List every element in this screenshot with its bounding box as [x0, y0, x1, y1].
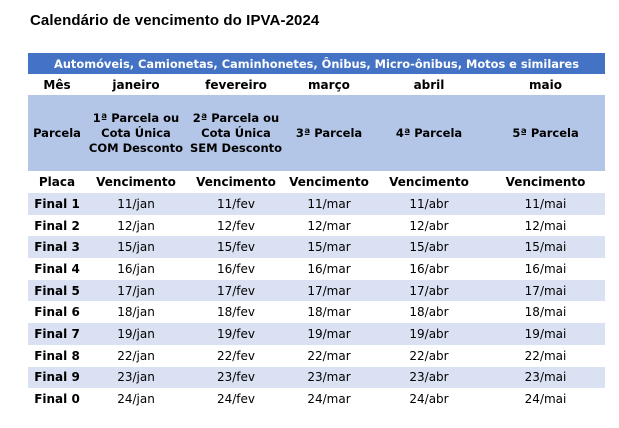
parcela-cell: 4ª Parcela	[372, 95, 486, 171]
due-date-cell: 22/mai	[524, 348, 567, 363]
due-date-cell: 24/mar	[307, 392, 351, 407]
due-date-cell: 18/mai	[524, 305, 567, 320]
table-row: Final 1 11/jan 11/fev 11/mar 11/abr 11/mai	[28, 193, 606, 215]
month-row: Mês janeiro fevereiro março abril maio	[28, 74, 605, 95]
table-row: Final 8 22/jan 22/fev 22/mar 22/abr 22/mai	[28, 345, 605, 367]
due-date-cell: 24/jan	[117, 392, 155, 407]
due-date-cell: 19/mar	[286, 323, 372, 345]
due-date-cell: 15/abr	[372, 236, 486, 259]
due-date-cell: 23/abr	[372, 366, 486, 389]
plate-final-cell: Final 9	[28, 366, 86, 389]
due-date-cell: 19/jan	[86, 323, 186, 345]
plate-final-cell: Final 3	[28, 236, 86, 259]
table-row: Final 0 24/jan 24/fev 24/mar 24/abr 24/mai	[28, 388, 605, 410]
plate-final-cell: Final 2	[34, 218, 80, 233]
table-row: Final 5 17/jan 17/fev 17/mar 17/abr 17/mai	[28, 279, 606, 302]
due-date-cell: 11/jan	[86, 193, 186, 215]
due-date-cell: 12/jan	[117, 218, 155, 233]
due-date-cell: 17/abr	[372, 279, 486, 302]
column-header-row: Placa Vencimento Vencimento Vencimento V…	[28, 171, 605, 193]
vehicle-category-banner-row: Automóveis, Camionetas, Caminhonetes, Ôn…	[28, 53, 606, 74]
due-date-cell: 24/abr	[409, 392, 449, 407]
due-date-cell: 15/mai	[486, 236, 606, 259]
due-date-cell: 17/jan	[86, 279, 186, 302]
plate-final-cell: Final 6	[34, 305, 80, 320]
due-date-cell: 15/mar	[286, 236, 372, 259]
due-date-cell: 15/fev	[186, 236, 286, 259]
due-date-cell: 18/fev	[216, 305, 256, 320]
due-date-cell: 18/abr	[409, 305, 449, 320]
plate-final-cell: Final 1	[28, 193, 86, 215]
plate-final-cell: Final 7	[28, 323, 86, 345]
month-label: Mês	[43, 77, 71, 92]
table-row: Final 6 18/jan 18/fev 18/mar 18/abr 18/mai	[28, 301, 605, 323]
parcela-label: Parcela	[28, 95, 86, 171]
parcela-row: Parcela 1ª Parcela ou Cota Única COM Des…	[28, 95, 606, 171]
parcela-cell: 5ª Parcela	[486, 95, 606, 171]
month-cell: maio	[529, 77, 563, 92]
column-header: Vencimento	[96, 175, 176, 189]
due-date-cell: 11/mai	[486, 193, 606, 215]
due-date-cell: 18/mar	[307, 305, 351, 320]
table-row: Final 4 16/jan 16/fev 16/mar 16/abr 16/mai	[28, 258, 605, 280]
due-date-cell: 16/mai	[524, 261, 567, 276]
due-date-cell: 19/abr	[372, 323, 486, 345]
due-date-cell: 19/fev	[186, 323, 286, 345]
due-date-cell: 24/fev	[216, 392, 256, 407]
due-date-cell: 16/mar	[307, 261, 351, 276]
due-date-cell: 16/fev	[216, 261, 256, 276]
parcela-cell: 1ª Parcela ou Cota Única COM Desconto	[86, 95, 186, 171]
due-date-cell: 12/mar	[307, 218, 351, 233]
month-cell: fevereiro	[205, 77, 267, 92]
due-date-cell: 19/mai	[486, 323, 606, 345]
due-date-cell: 17/fev	[186, 279, 286, 302]
due-date-cell: 11/fev	[186, 193, 286, 215]
plate-final-cell: Final 5	[28, 279, 86, 302]
page-title: Calendário de vencimento do IPVA-2024	[30, 12, 320, 29]
month-cell: março	[308, 77, 350, 92]
parcela-cell: 3ª Parcela	[286, 95, 372, 171]
due-date-cell: 16/jan	[117, 261, 155, 276]
due-date-cell: 23/fev	[186, 366, 286, 389]
column-header: Vencimento	[505, 175, 586, 189]
column-header: Vencimento	[289, 175, 369, 189]
due-date-cell: 16/abr	[409, 261, 449, 276]
due-date-cell: 17/mar	[286, 279, 372, 302]
due-date-cell: 22/fev	[216, 348, 256, 363]
plate-final-cell: Final 4	[34, 261, 80, 276]
month-cell: abril	[413, 77, 445, 92]
column-header: Vencimento	[389, 175, 469, 189]
column-header: Placa	[38, 175, 76, 189]
due-date-cell: 24/mai	[524, 392, 567, 407]
due-date-cell: 23/jan	[86, 366, 186, 389]
due-date-cell: 22/mar	[307, 348, 351, 363]
schedule-rows: Final 1 11/jan 11/fev 11/mar 11/abr 11/mai Fin…	[28, 193, 606, 410]
table-row: Final 9 23/jan 23/fev 23/mar 23/abr 23/mai	[28, 366, 606, 389]
due-date-cell: 22/abr	[409, 348, 449, 363]
ipva-schedule-table: Automóveis, Camionetas, Caminhonetes, Ôn…	[28, 53, 606, 410]
table-row: Final 2 12/jan 12/fev 12/mar 12/abr 12/mai	[28, 215, 605, 237]
due-date-cell: 12/mai	[524, 218, 567, 233]
table-row: Final 7 19/jan 19/fev 19/mar 19/abr 19/mai	[28, 323, 606, 345]
due-date-cell: 18/jan	[117, 305, 155, 320]
due-date-cell: 23/mai	[486, 366, 606, 389]
due-date-cell: 11/abr	[372, 193, 486, 215]
plate-final-cell: Final 0	[34, 392, 80, 407]
due-date-cell: 23/mar	[286, 366, 372, 389]
due-date-cell: 15/jan	[86, 236, 186, 259]
due-date-cell: 17/mai	[486, 279, 606, 302]
due-date-cell: 11/mar	[286, 193, 372, 215]
vehicle-category-banner: Automóveis, Camionetas, Caminhonetes, Ôn…	[28, 53, 606, 74]
plate-final-cell: Final 8	[34, 348, 80, 363]
due-date-cell: 12/abr	[409, 218, 449, 233]
due-date-cell: 22/jan	[117, 348, 155, 363]
month-cell: janeiro	[112, 77, 160, 92]
due-date-cell: 12/fev	[216, 218, 256, 233]
parcela-cell: 2ª Parcela ou Cota Única SEM Desconto	[186, 95, 286, 171]
column-header: Vencimento	[196, 175, 276, 189]
table-row: Final 3 15/jan 15/fev 15/mar 15/abr 15/mai	[28, 236, 606, 259]
